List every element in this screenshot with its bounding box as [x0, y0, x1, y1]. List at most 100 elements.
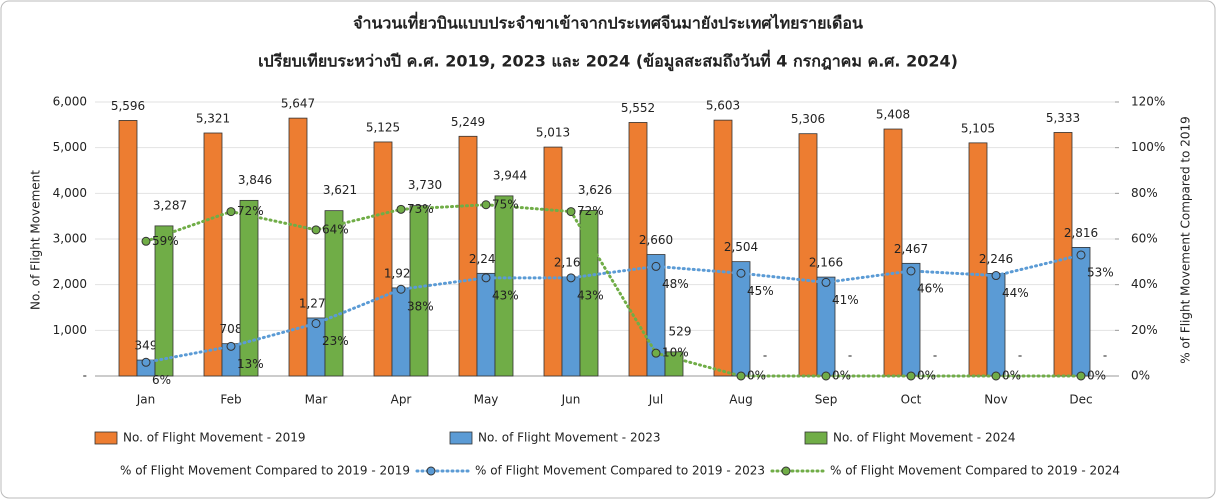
bar-value-label: 3,944	[493, 168, 527, 182]
bar-value-label: 2,248	[469, 252, 503, 266]
legend-label: No. of Flight Movement - 2023	[478, 431, 661, 445]
y2-tick-label: 60%	[1131, 232, 1158, 246]
line-marker	[226, 341, 236, 351]
line-value-label: 72%	[577, 204, 604, 218]
line-marker	[1076, 250, 1086, 260]
x-tick-label: Aug	[729, 393, 752, 407]
line-value-label: 44%	[1002, 286, 1029, 300]
bar-value-label: 3,626	[578, 183, 612, 197]
line-marker	[481, 200, 491, 210]
bar	[543, 146, 563, 377]
bar-value-label: 5,333	[1046, 111, 1080, 125]
bar	[409, 205, 429, 377]
y-axis-label: No. of Flight Movement	[29, 170, 43, 310]
bar	[713, 119, 733, 377]
bar-value-label: 3,846	[238, 173, 272, 187]
y2-tick-label: 20%	[1131, 323, 1158, 337]
line-marker	[736, 268, 746, 278]
line	[144, 203, 1083, 378]
line-marker	[141, 357, 151, 367]
y-tick-label: -	[83, 369, 87, 383]
line-value-label: 45%	[747, 284, 774, 298]
bar-value-label: 2,168	[554, 255, 588, 269]
legend-label: No. of Flight Movement - 2024	[833, 431, 1016, 445]
bar-value-label: 708	[220, 322, 243, 336]
line-value-label: 41%	[832, 293, 859, 307]
bar-value-label: 2,246	[979, 252, 1013, 266]
line-value-label: 38%	[407, 300, 434, 314]
line-marker	[311, 318, 321, 328]
legend-label: % of Flight Movement Compared to 2019 - …	[475, 464, 765, 478]
x-tick-label: Apr	[391, 393, 412, 407]
bar	[1053, 132, 1073, 377]
x-tick-label: Mar	[305, 393, 328, 407]
bar-value-label: 5,013	[536, 126, 570, 140]
y2-tick-label: 100%	[1131, 140, 1165, 154]
line-marker	[651, 348, 661, 358]
bar-value-label: 5,249	[451, 115, 485, 129]
bar-value-label: 5,552	[621, 101, 655, 115]
line-marker	[396, 204, 406, 214]
bar	[628, 122, 648, 377]
bar	[288, 117, 308, 377]
bar-value-label: 5,306	[791, 112, 825, 126]
bar-value-label: 5,125	[366, 120, 400, 134]
line-marker	[311, 225, 321, 235]
bar-value-label: 5,647	[281, 97, 315, 111]
line-marker	[1076, 371, 1086, 381]
line-marker	[566, 273, 576, 283]
line-value-label: 43%	[577, 288, 604, 302]
bar	[118, 120, 138, 377]
legend-swatch	[94, 431, 118, 445]
legend-label: No. of Flight Movement - 2019	[123, 431, 306, 445]
chart-subtitle: เปรียบเทียบระหว่างปี ค.ศ. 2019, 2023 และ…	[258, 50, 958, 73]
line-marker	[991, 371, 1001, 381]
x-tick-label: Oct	[901, 393, 922, 407]
line	[144, 253, 1083, 364]
line-value-label: 53%	[1087, 265, 1114, 279]
bar	[494, 195, 514, 377]
line-value-label: 64%	[322, 222, 349, 236]
legend-marker	[781, 466, 791, 476]
bar-value-label: -	[1018, 349, 1022, 363]
bar-value-label: 5,321	[196, 112, 230, 126]
line-marker	[821, 371, 831, 381]
legend-marker	[426, 466, 436, 476]
line-marker	[481, 273, 491, 283]
bar-value-label: 1,271	[299, 296, 333, 310]
line-value-label: 73%	[407, 202, 434, 216]
line-value-label: 0%	[917, 369, 936, 383]
x-tick-label: Jan	[136, 393, 156, 407]
line-value-label: 59%	[152, 234, 179, 248]
line-value-label: 0%	[1002, 369, 1021, 383]
line-value-label: 6%	[152, 373, 171, 387]
y2-tick-label: 40%	[1131, 277, 1158, 291]
line-value-label: 0%	[1087, 369, 1106, 383]
bar-value-label: 3,621	[323, 183, 357, 197]
x-tick-label: Nov	[984, 393, 1007, 407]
bar	[731, 261, 751, 377]
bar	[239, 199, 259, 377]
line-value-label: 0%	[747, 369, 766, 383]
line-value-label: 48%	[662, 277, 689, 291]
line-value-label: 46%	[917, 281, 944, 295]
y-tick-label: 2,000	[53, 277, 87, 291]
bar	[324, 210, 344, 377]
line-marker	[651, 261, 661, 271]
bar-value-label: 2,467	[894, 242, 928, 256]
line-marker	[821, 277, 831, 287]
bar-value-label: 5,408	[876, 108, 910, 122]
line-value-label: 75%	[492, 197, 519, 211]
bar-value-label: 3,730	[408, 178, 442, 192]
line-marker	[396, 284, 406, 294]
legend-swatch	[449, 431, 473, 445]
x-tick-label: Sep	[815, 393, 838, 407]
bar	[373, 141, 393, 377]
y-tick-label: 1,000	[53, 323, 87, 337]
x-tick-label: Jul	[648, 393, 663, 407]
line-marker	[991, 271, 1001, 281]
y-tick-label: 4,000	[53, 186, 87, 200]
line-value-label: 72%	[237, 204, 264, 218]
